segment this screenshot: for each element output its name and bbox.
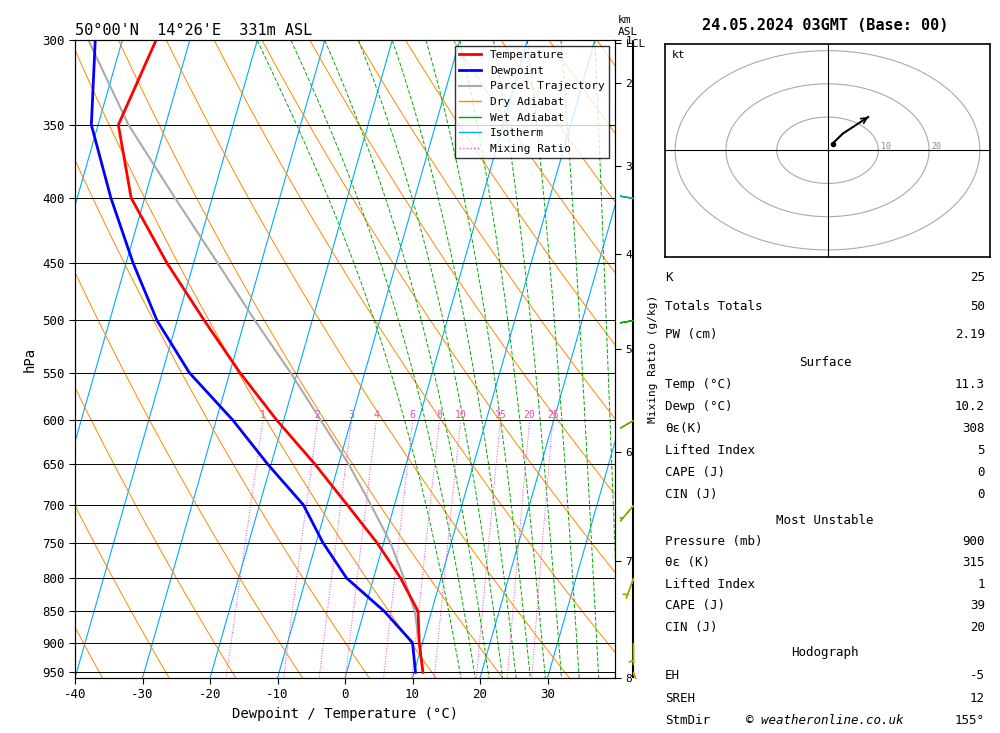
Text: θε(K): θε(K) [665, 422, 703, 435]
Text: 20: 20 [970, 621, 985, 633]
Text: Dewp (°C): Dewp (°C) [665, 400, 733, 413]
Legend: Temperature, Dewpoint, Parcel Trajectory, Dry Adiabat, Wet Adiabat, Isotherm, Mi: Temperature, Dewpoint, Parcel Trajectory… [455, 46, 609, 158]
Text: 10: 10 [881, 141, 891, 150]
Text: 12: 12 [970, 692, 985, 704]
Text: CIN (J): CIN (J) [665, 488, 718, 501]
Text: 15: 15 [495, 410, 506, 420]
Text: 10.2: 10.2 [955, 400, 985, 413]
Text: CAPE (J): CAPE (J) [665, 599, 725, 612]
Text: 155°: 155° [955, 715, 985, 727]
Text: 5: 5 [977, 444, 985, 457]
Text: EH: EH [665, 669, 680, 682]
Text: 900: 900 [962, 535, 985, 548]
Y-axis label: hPa: hPa [23, 347, 37, 372]
Text: 25: 25 [547, 410, 559, 420]
Text: 0: 0 [977, 466, 985, 479]
Text: CAPE (J): CAPE (J) [665, 466, 725, 479]
Text: θε (K): θε (K) [665, 556, 710, 570]
Text: 3: 3 [349, 410, 354, 420]
Text: K: K [665, 271, 673, 284]
Text: 6: 6 [410, 410, 416, 420]
Text: kt: kt [672, 51, 685, 60]
Text: Lifted Index: Lifted Index [665, 444, 755, 457]
Text: 0: 0 [977, 488, 985, 501]
Text: 39: 39 [970, 599, 985, 612]
Text: 24.05.2024 03GMT (Base: 00): 24.05.2024 03GMT (Base: 00) [702, 18, 948, 33]
Text: © weatheronline.co.uk: © weatheronline.co.uk [746, 714, 904, 727]
Text: km
ASL: km ASL [618, 15, 638, 37]
Text: Pressure (mb): Pressure (mb) [665, 535, 763, 548]
Text: 2.19: 2.19 [955, 328, 985, 341]
Text: 50: 50 [970, 300, 985, 312]
Text: -5: -5 [970, 669, 985, 682]
Text: 2: 2 [315, 410, 321, 420]
Text: 10: 10 [455, 410, 467, 420]
X-axis label: Dewpoint / Temperature (°C): Dewpoint / Temperature (°C) [232, 707, 458, 721]
Text: 1: 1 [260, 410, 266, 420]
Text: Temp (°C): Temp (°C) [665, 378, 733, 391]
Text: CIN (J): CIN (J) [665, 621, 718, 633]
Text: 1: 1 [977, 578, 985, 591]
Text: 50°00'N  14°26'E  331m ASL: 50°00'N 14°26'E 331m ASL [75, 23, 312, 38]
Text: Mixing Ratio (g/kg): Mixing Ratio (g/kg) [648, 295, 658, 423]
Text: Hodograph: Hodograph [791, 647, 859, 659]
Text: 11.3: 11.3 [955, 378, 985, 391]
Text: Totals Totals: Totals Totals [665, 300, 763, 312]
Text: 20: 20 [524, 410, 536, 420]
Text: Most Unstable: Most Unstable [776, 514, 874, 526]
Text: 25: 25 [970, 271, 985, 284]
Text: 8: 8 [436, 410, 442, 420]
Text: Surface: Surface [799, 356, 851, 369]
Text: 315: 315 [962, 556, 985, 570]
Text: 4: 4 [373, 410, 379, 420]
Text: SREH: SREH [665, 692, 695, 704]
Text: 20: 20 [932, 141, 942, 150]
Text: StmDir: StmDir [665, 715, 710, 727]
Text: 308: 308 [962, 422, 985, 435]
Text: Lifted Index: Lifted Index [665, 578, 755, 591]
Text: PW (cm): PW (cm) [665, 328, 718, 341]
